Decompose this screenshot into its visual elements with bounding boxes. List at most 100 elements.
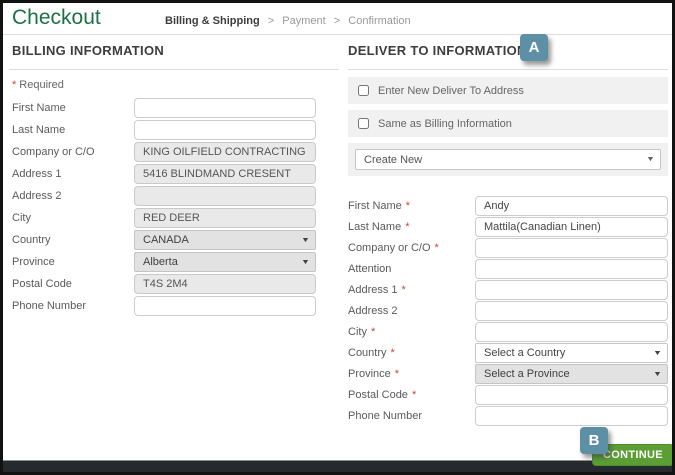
form-field-row: Country CANADA ▼: [12, 230, 322, 252]
callout-badge-a: A: [520, 34, 548, 61]
field-label-text: Postal Code: [348, 389, 408, 401]
deliver-form: First Name* Last Name* Company or C/O* A…: [348, 196, 670, 427]
field-label-text: Phone Number: [348, 410, 422, 422]
form-field-row: Address 1 *: [348, 280, 670, 301]
form-field-row: Postal Code *: [348, 385, 670, 406]
field-label: Phone Number: [12, 296, 134, 312]
billing-heading-divider: [9, 69, 339, 70]
phone-number-input[interactable]: [134, 296, 316, 316]
address-2-input: [134, 186, 316, 206]
field-label: First Name *: [348, 196, 475, 212]
address-2-input[interactable]: [475, 301, 668, 321]
same-as-billing-information-checkbox[interactable]: [358, 118, 369, 129]
field-label: Phone Number: [348, 406, 475, 422]
form-field-row: Province Alberta ▼: [12, 252, 322, 274]
form-field-row: Address 2: [348, 301, 670, 322]
breadcrumb-separator: >: [267, 15, 275, 27]
field-label-text: Phone Number: [12, 300, 86, 312]
deliver-section-heading: DELIVER TO INFORMATION: [348, 43, 527, 58]
caret-down-icon: ▼: [653, 370, 663, 378]
field-label-text: Postal Code: [12, 278, 72, 290]
required-asterisk: *: [394, 368, 400, 380]
form-field-row: First Name *: [348, 196, 670, 217]
form-field-row: Address 2: [12, 186, 322, 208]
field-select-value: Select a Province: [484, 368, 570, 380]
field-label: Attention: [348, 259, 475, 275]
billing-section-heading: BILLING INFORMATION: [12, 43, 165, 58]
field-label-text: Country: [12, 234, 51, 246]
field-label-text: First Name: [12, 102, 66, 114]
phone-number-input[interactable]: [475, 406, 668, 426]
field-label-text: Address 1: [348, 284, 398, 296]
field-label-text: Province: [348, 368, 391, 380]
saved-address-select[interactable]: Create New ▼: [355, 149, 661, 170]
required-note: * Required: [12, 79, 64, 91]
form-field-row: Company or C/O *: [348, 238, 670, 259]
breadcrumb-item-billing-shipping: Billing & Shipping: [165, 15, 260, 27]
attention-input[interactable]: [475, 259, 668, 279]
field-label: First Name: [12, 98, 134, 114]
enter-new-address-band: Enter New Deliver To Address: [348, 77, 668, 104]
city-input[interactable]: [475, 322, 668, 342]
header-divider: [3, 34, 672, 35]
field-label: Country: [12, 230, 134, 246]
address-1-input[interactable]: [475, 280, 668, 300]
field-label-text: City: [348, 326, 367, 338]
required-asterisk: *: [12, 79, 17, 91]
required-asterisk: *: [390, 347, 395, 359]
form-field-row: City *: [348, 322, 670, 343]
field-label: Last Name: [12, 120, 134, 136]
field-label: Address 1 *: [348, 280, 475, 296]
country-select: CANADA ▼: [134, 230, 316, 250]
field-label: City: [12, 208, 134, 224]
province-select[interactable]: Select a Province ▼: [475, 364, 668, 384]
field-select-value: Select a Country: [484, 347, 566, 359]
first-name-input[interactable]: [475, 196, 668, 216]
callout-badge-b: B: [580, 427, 608, 454]
checkbox-label: Enter New Deliver To Address: [378, 84, 524, 97]
field-select-value: Alberta: [143, 256, 178, 268]
form-field-row: Postal Code: [12, 274, 322, 296]
enter-new-deliver-to-address-checkbox[interactable]: [358, 85, 369, 96]
field-label: Province *: [348, 364, 475, 380]
first-name-input[interactable]: [134, 98, 316, 118]
field-label: City *: [348, 322, 475, 338]
province-select: Alberta ▼: [134, 252, 316, 272]
field-label: Country *: [348, 343, 475, 359]
field-label: Company or C/O: [12, 142, 134, 158]
deliver-heading-divider: [348, 69, 668, 70]
country-select[interactable]: Select a Country ▼: [475, 343, 668, 363]
form-field-row: Phone Number: [12, 296, 322, 318]
field-label-text: Address 1: [12, 168, 62, 180]
field-label: Postal Code: [12, 274, 134, 290]
field-label: Postal Code *: [348, 385, 475, 401]
last-name-input[interactable]: [134, 120, 316, 140]
postal-code-input: [134, 274, 316, 294]
breadcrumb-item-payment: Payment: [282, 15, 326, 27]
continue-button[interactable]: CONTINUE: [592, 444, 672, 466]
form-field-row: Last Name: [12, 120, 322, 142]
city-input: [134, 208, 316, 228]
required-asterisk: *: [401, 284, 406, 296]
field-label-text: Last Name: [12, 124, 66, 136]
field-label-text: First Name: [348, 200, 402, 212]
form-field-row: First Name: [12, 98, 322, 120]
field-label-text: Company or C/O: [348, 242, 431, 254]
company-or-c-o-input[interactable]: [475, 238, 668, 258]
same-as-billing-band: Same as Billing Information: [348, 110, 668, 137]
form-field-row: Phone Number: [348, 406, 670, 427]
breadcrumb-item-confirmation: Confirmation: [348, 15, 411, 27]
field-label-text: Address 2: [12, 190, 62, 202]
field-label: Last Name *: [348, 217, 475, 233]
form-field-row: Address 1: [12, 164, 322, 186]
last-name-input[interactable]: [475, 217, 668, 237]
field-label-text: Country: [348, 347, 387, 359]
postal-code-input[interactable]: [475, 385, 668, 405]
field-select-value: CANADA: [143, 234, 189, 246]
field-label: Company or C/O *: [348, 238, 475, 254]
field-label: Address 2: [348, 301, 475, 317]
required-asterisk: *: [405, 221, 410, 233]
required-asterisk: *: [411, 389, 417, 401]
field-label-text: Province: [12, 256, 55, 268]
required-asterisk: *: [370, 326, 376, 338]
